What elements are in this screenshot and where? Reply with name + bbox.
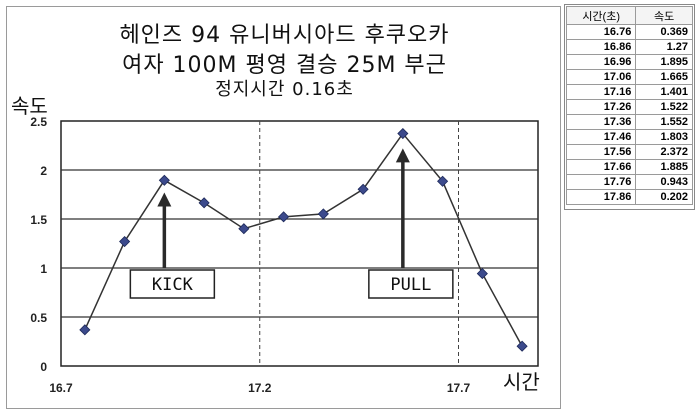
table-cell-time: 16.96 [565, 54, 637, 70]
table-cell-time: 17.36 [565, 114, 637, 130]
chart-subtitle: 여자 100M 평영 결승 25M 부근 [122, 53, 447, 78]
y-tick-label: 0.5 [30, 311, 47, 325]
table-cell-speed: 0.369 [635, 24, 693, 40]
table-row: 17.76 0.943 [565, 174, 693, 190]
annotation-label: PULL [390, 275, 431, 295]
table-cell-speed: 1.895 [635, 54, 693, 70]
annotation-label: KICK [152, 275, 194, 295]
data-point [357, 183, 369, 195]
annotation-arrowhead [157, 192, 172, 207]
table-cell-speed: 1.885 [635, 159, 693, 175]
chart-panel: 헤인즈 94 유니버시아드 후쿠오카 여자 100M 평영 결승 25M 부근 … [6, 6, 561, 409]
table-row: 17.36 1.552 [565, 114, 693, 130]
data-point [317, 208, 329, 220]
table-row: 17.06 1.665 [565, 69, 693, 85]
series-line [84, 132, 523, 347]
table-cell-speed: 1.522 [635, 99, 693, 115]
y-tick-label: 1 [40, 262, 47, 276]
annotation-box [129, 269, 216, 299]
data-point [238, 223, 250, 235]
plot-area [60, 120, 539, 367]
x-tick-label: 16.7 [49, 381, 73, 395]
table-cell-time: 17.26 [565, 99, 637, 115]
table-cell-time: 17.46 [565, 129, 637, 145]
table-header-row: 시간(초) 속도 [565, 6, 693, 25]
table-row: 16.86 1.27 [565, 39, 693, 55]
table-cell-time: 16.86 [565, 39, 637, 55]
data-point [516, 340, 528, 352]
data-point [397, 127, 409, 140]
table-row: 17.66 1.885 [565, 159, 693, 175]
data-point [278, 211, 290, 223]
table-cell-speed: 1.401 [635, 84, 693, 100]
chart-title: 헤인즈 94 유니버시아드 후쿠오카 [119, 23, 450, 48]
data-point [158, 174, 170, 186]
table-cell-speed: 1.803 [635, 129, 693, 145]
table-row: 17.86 0.202 [565, 189, 693, 205]
table-row: 16.96 1.895 [565, 54, 693, 70]
data-point [198, 197, 210, 209]
table-row: 16.76 0.369 [565, 24, 693, 40]
table-cell-speed: 0.943 [635, 174, 693, 190]
y-tick-label: 2 [40, 164, 47, 178]
table-cell-time: 17.56 [565, 144, 637, 160]
table-cell-time: 17.16 [565, 84, 637, 100]
y-tick-label: 0 [40, 360, 47, 374]
table-cell-speed: 2.372 [635, 144, 693, 160]
table-cell-speed: 0.202 [635, 189, 693, 205]
annotations: KICK PULL [129, 148, 454, 299]
data-point [119, 235, 131, 248]
y-tick-label: 1.5 [30, 213, 47, 227]
table-cell-time: 16.76 [565, 24, 637, 40]
table-row: 17.16 1.401 [565, 84, 693, 100]
y-axis-label: 속도 [11, 94, 48, 118]
table-cell-time: 17.86 [565, 189, 637, 205]
annotation-box [368, 269, 454, 299]
y-tick-label: 2.5 [30, 115, 47, 129]
table-row: 17.26 1.522 [565, 99, 693, 115]
data-point [437, 175, 449, 187]
x-axis-label: 시간 [503, 370, 540, 394]
table-cell-time: 17.06 [565, 69, 637, 85]
table-cell-speed: 1.665 [635, 69, 693, 85]
table-header-speed: 속도 [635, 6, 693, 25]
series [79, 127, 528, 352]
x-tick-label: 17.2 [248, 381, 272, 395]
table-cell-speed: 1.552 [635, 114, 693, 130]
table-row: 17.56 2.372 [565, 144, 693, 160]
table-cell-speed: 1.27 [635, 39, 693, 55]
x-tick-label: 17.7 [447, 381, 471, 395]
table-cell-time: 17.76 [565, 174, 637, 190]
data-point [79, 324, 91, 336]
data-table: 시간(초) 속도 16.76 0.369 16.86 1.27 16.96 1.895 17… [565, 6, 693, 205]
table-cell-time: 17.66 [565, 159, 637, 175]
table-header-time: 시간(초) [565, 6, 637, 25]
table-row: 17.46 1.803 [565, 129, 693, 145]
grid [60, 120, 539, 367]
annotation-arrowhead [395, 148, 410, 163]
chart-subtitle-2: 정지시간 0.16초 [215, 79, 354, 100]
data-point [476, 268, 488, 280]
